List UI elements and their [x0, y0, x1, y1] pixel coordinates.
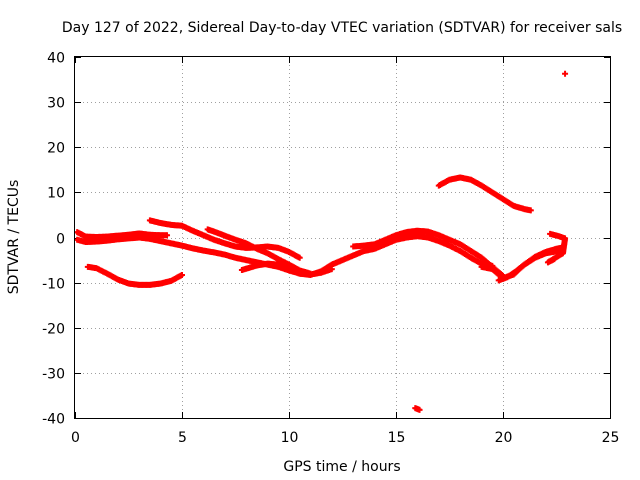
data-points [74, 70, 569, 413]
y-tick-label: -20 [42, 322, 65, 338]
chart-title: Day 127 of 2022, Sidereal Day-to-day VTE… [62, 20, 622, 36]
y-tick-label: -40 [42, 412, 65, 428]
y-tick-label: -30 [42, 367, 65, 383]
y-tick-label: 30 [47, 96, 65, 112]
y-tick-label: 40 [47, 51, 65, 67]
y-tick-label: 0 [56, 232, 65, 248]
x-tick-label: 5 [178, 430, 187, 446]
series-track-3 [84, 263, 185, 288]
x-tick-label: 15 [388, 430, 406, 446]
x-tick-label: 25 [602, 430, 620, 446]
y-tick-label: 10 [47, 186, 65, 202]
series-track-11 [544, 230, 569, 266]
series-track-10 [495, 248, 562, 284]
series-track-6 [238, 233, 496, 278]
y-tick-label: -10 [42, 277, 65, 293]
x-tick-label: 0 [71, 430, 80, 446]
series-outlier-high [562, 70, 569, 77]
x-tick-label: 20 [495, 430, 513, 446]
axis-layer: 0 5 10 15 20 25 -40 -30 -20 -10 0 10 20 30 40 [42, 51, 619, 447]
series-track-8 [435, 174, 534, 214]
x-tick-label: 10 [281, 430, 299, 446]
y-axis-label: SDTVAR / TECUs [6, 180, 22, 295]
series-outlier-low [412, 405, 423, 413]
y-tick-label: 20 [47, 141, 65, 157]
plot-frame [74, 56, 611, 419]
x-axis-label: GPS time / hours [283, 459, 400, 475]
